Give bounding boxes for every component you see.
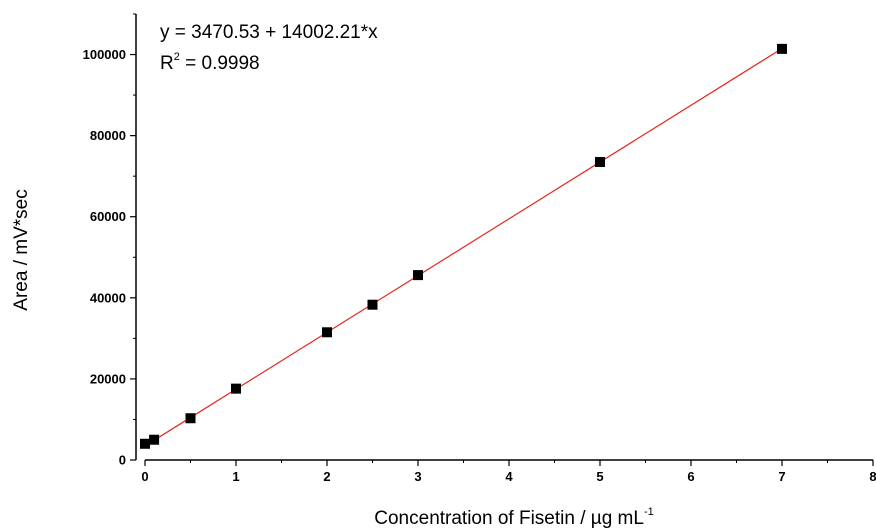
x-tick-label: 7 — [778, 469, 785, 484]
y-tick-label: 0 — [119, 453, 126, 468]
x-tick-label: 1 — [232, 469, 239, 484]
r-squared-superscript: 2 — [174, 51, 180, 63]
data-point — [149, 434, 160, 445]
x-tick-label: 2 — [323, 469, 330, 484]
y-axis-title: Area / mV*sec — [11, 189, 32, 310]
y-tick-label: 100000 — [83, 47, 126, 62]
y-tick-label: 60000 — [90, 209, 126, 224]
x-tick-label: 6 — [687, 469, 694, 484]
axes — [135, 14, 873, 461]
data-point — [367, 299, 378, 310]
x-tick-label: 3 — [414, 469, 421, 484]
r-squared-prefix: R — [160, 53, 174, 74]
ticks: 0 1 2 3 4 5 6 7 8 0 20000 40000 60000 80000 100000 — [83, 13, 876, 484]
data-point — [413, 270, 423, 281]
data-point — [185, 413, 196, 424]
x-tick-label: 8 — [869, 469, 876, 484]
equation-annotation: y = 3470.53 + 14002.21*x — [160, 22, 378, 43]
x-axis-title-superscript: -1 — [644, 506, 654, 518]
y-tick-label: 80000 — [90, 128, 126, 143]
data-points — [140, 43, 787, 449]
data-point — [595, 156, 605, 167]
x-tick-label: 4 — [505, 469, 513, 484]
x-tick-label: 0 — [141, 469, 148, 484]
x-axis-title-text: Concentration of Fisetin / µg mL — [374, 508, 644, 529]
data-point — [322, 327, 332, 338]
fit-line-group — [144, 48, 783, 447]
y-tick-label: 40000 — [90, 290, 126, 305]
r-squared-value: = 0.9998 — [180, 53, 260, 74]
x-axis-title: Concentration of Fisetin / µg mL-1 — [374, 506, 653, 529]
y-tick-label: 20000 — [90, 371, 126, 386]
x-tick-label: 5 — [596, 469, 603, 484]
r-squared-annotation: R2 = 0.9998 — [160, 51, 260, 74]
data-point — [777, 43, 787, 54]
regression-line — [144, 48, 783, 447]
data-point — [231, 383, 241, 394]
data-point — [140, 438, 150, 449]
